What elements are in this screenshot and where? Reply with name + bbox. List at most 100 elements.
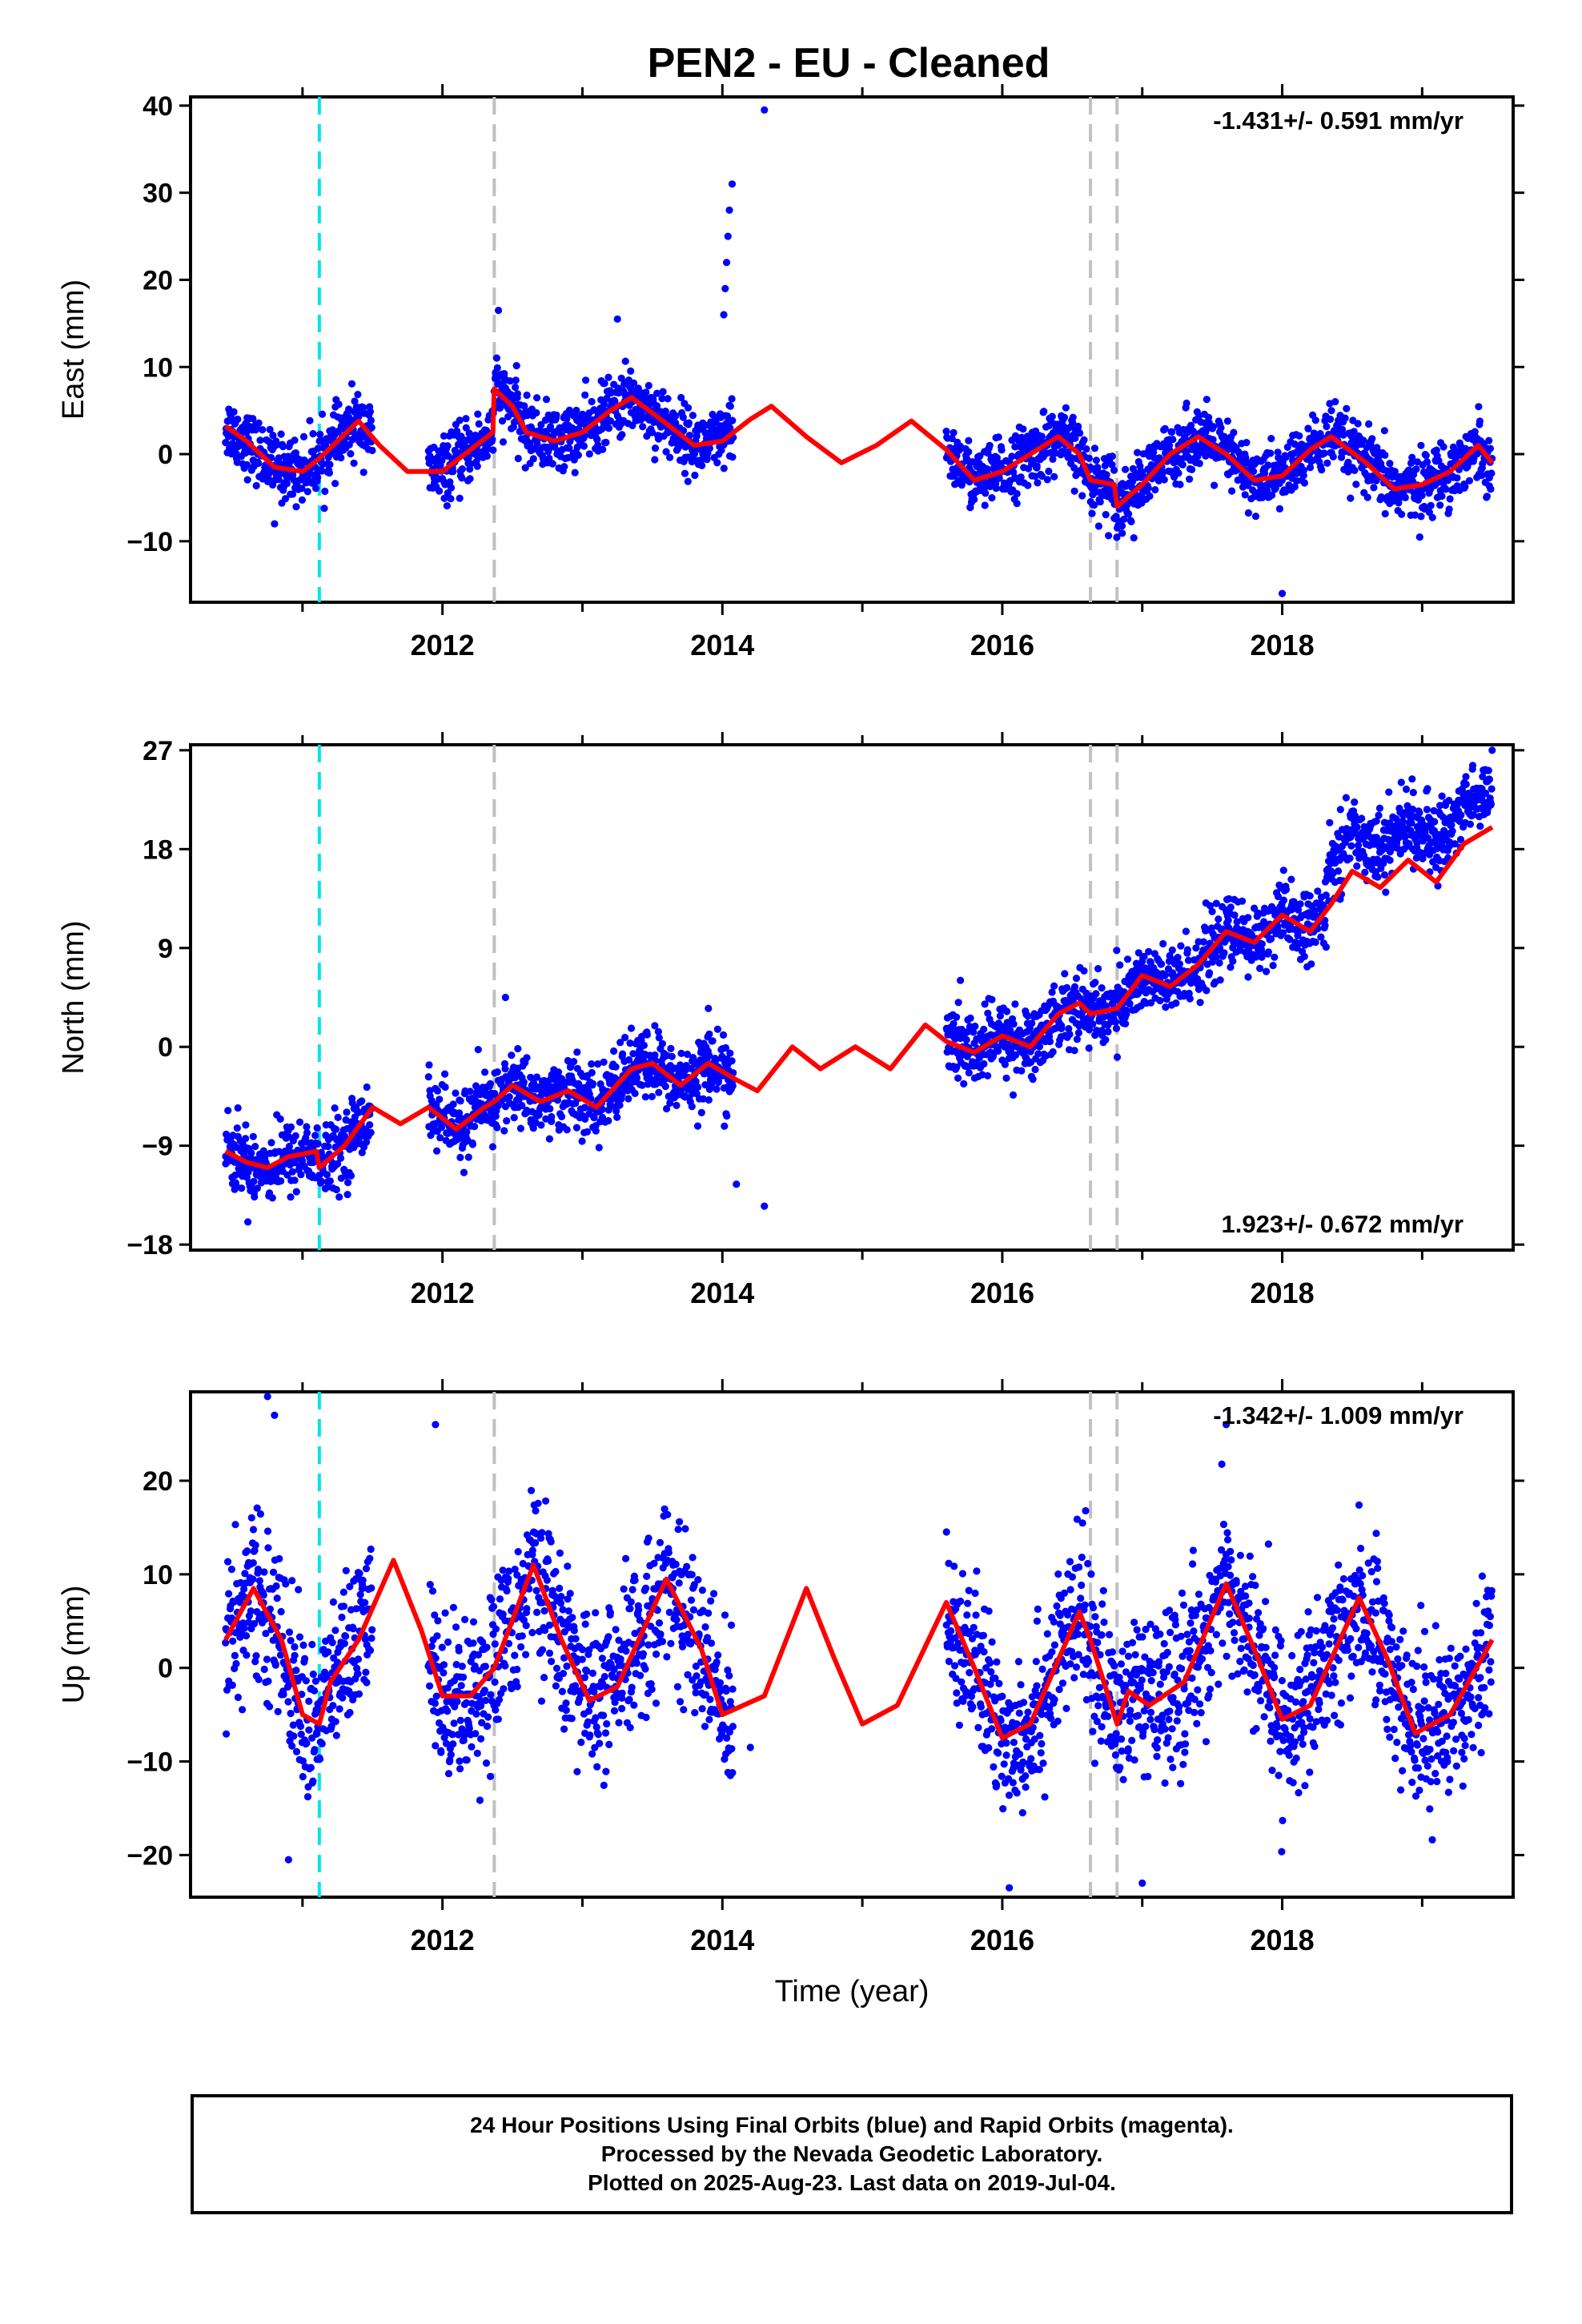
data-point (1336, 806, 1344, 814)
data-point-outlier (613, 315, 621, 324)
data-point (1279, 896, 1287, 904)
data-point (616, 1101, 624, 1109)
data-point (552, 411, 560, 420)
data-point (600, 1058, 608, 1066)
data-point (234, 1104, 242, 1112)
data-point (436, 1134, 444, 1142)
data-point (1074, 1029, 1082, 1037)
data-point (641, 1093, 649, 1101)
data-point (452, 1089, 460, 1097)
data-point (630, 379, 638, 387)
data-point (267, 1139, 275, 1147)
data-point (655, 1034, 663, 1042)
data-point (229, 1637, 237, 1645)
plot-frame (189, 95, 1515, 604)
data-point (1244, 973, 1252, 981)
data-point (1092, 456, 1100, 464)
data-point (729, 1082, 737, 1090)
data-point (279, 1691, 287, 1699)
data-point (1090, 489, 1098, 497)
data-point (1258, 940, 1266, 948)
data-point (527, 1073, 535, 1081)
data-point (1347, 494, 1355, 502)
data-point (444, 489, 452, 497)
y-tick-label: −18 (126, 1230, 173, 1261)
data-point (1195, 460, 1203, 468)
data-point (726, 1049, 734, 1057)
data-point (713, 1025, 722, 1033)
data-point (359, 468, 367, 476)
data-point (279, 443, 287, 451)
data-point (1311, 416, 1319, 424)
data-point-outlier (728, 180, 737, 188)
data-point-outlier (722, 259, 731, 267)
data-point (1070, 1047, 1078, 1055)
data-point (720, 464, 728, 472)
data-point (347, 450, 355, 458)
data-point (318, 467, 326, 475)
data-point (1468, 762, 1477, 770)
data-point (1412, 465, 1420, 473)
data-point (268, 1194, 276, 1202)
data-point (292, 1747, 301, 1755)
data-point (456, 1153, 464, 1161)
data-point (1019, 425, 1027, 433)
data-point (1070, 983, 1079, 991)
data-point (1268, 491, 1276, 500)
data-point (960, 1080, 968, 1088)
data-point (1145, 947, 1153, 955)
data-point (288, 1168, 296, 1176)
data-point (334, 1160, 342, 1168)
data-point (227, 1566, 235, 1574)
data-point (240, 1624, 248, 1632)
data-point (1175, 960, 1183, 968)
data-point (1113, 1053, 1122, 1061)
data-point (1350, 428, 1358, 436)
data-point (651, 1051, 659, 1059)
data-point (448, 484, 456, 492)
data-point (287, 1710, 295, 1718)
data-point (354, 391, 362, 399)
data-point (1327, 407, 1335, 415)
data-point (518, 1101, 526, 1110)
data-point (1347, 842, 1355, 850)
data-point (1229, 957, 1237, 965)
data-point (970, 1028, 978, 1036)
data-point (456, 1097, 464, 1105)
data-point (563, 1126, 571, 1134)
data-point (225, 1590, 233, 1598)
data-point (249, 1559, 257, 1567)
data-point (433, 1087, 442, 1095)
data-point (684, 477, 692, 485)
data-point (1269, 962, 1277, 970)
data-point (335, 1193, 343, 1201)
data-point-outlier (1488, 746, 1496, 754)
data-point (1323, 459, 1331, 467)
data-point (1466, 820, 1474, 828)
data-point (337, 454, 345, 462)
data-point (351, 397, 359, 405)
data-point (292, 1188, 300, 1196)
data-point (1080, 967, 1088, 975)
data-point (644, 381, 652, 390)
data-point (443, 502, 452, 510)
data-point (367, 1128, 375, 1136)
data-point (651, 1022, 659, 1030)
data-point (685, 432, 694, 440)
data-point (681, 443, 689, 451)
data-point (672, 419, 680, 428)
data-point (1029, 1076, 1037, 1084)
data-point (1161, 424, 1169, 432)
data-point (729, 416, 737, 424)
data-point (1453, 474, 1461, 482)
data-point (648, 428, 656, 436)
data-point (1417, 513, 1425, 521)
data-point (299, 432, 308, 441)
data-point (721, 1122, 729, 1130)
data-point (285, 1628, 294, 1636)
data-point (1300, 479, 1308, 487)
data-point (368, 446, 376, 455)
data-point (500, 370, 508, 378)
data-point (1227, 903, 1235, 911)
data-point (231, 1651, 239, 1659)
